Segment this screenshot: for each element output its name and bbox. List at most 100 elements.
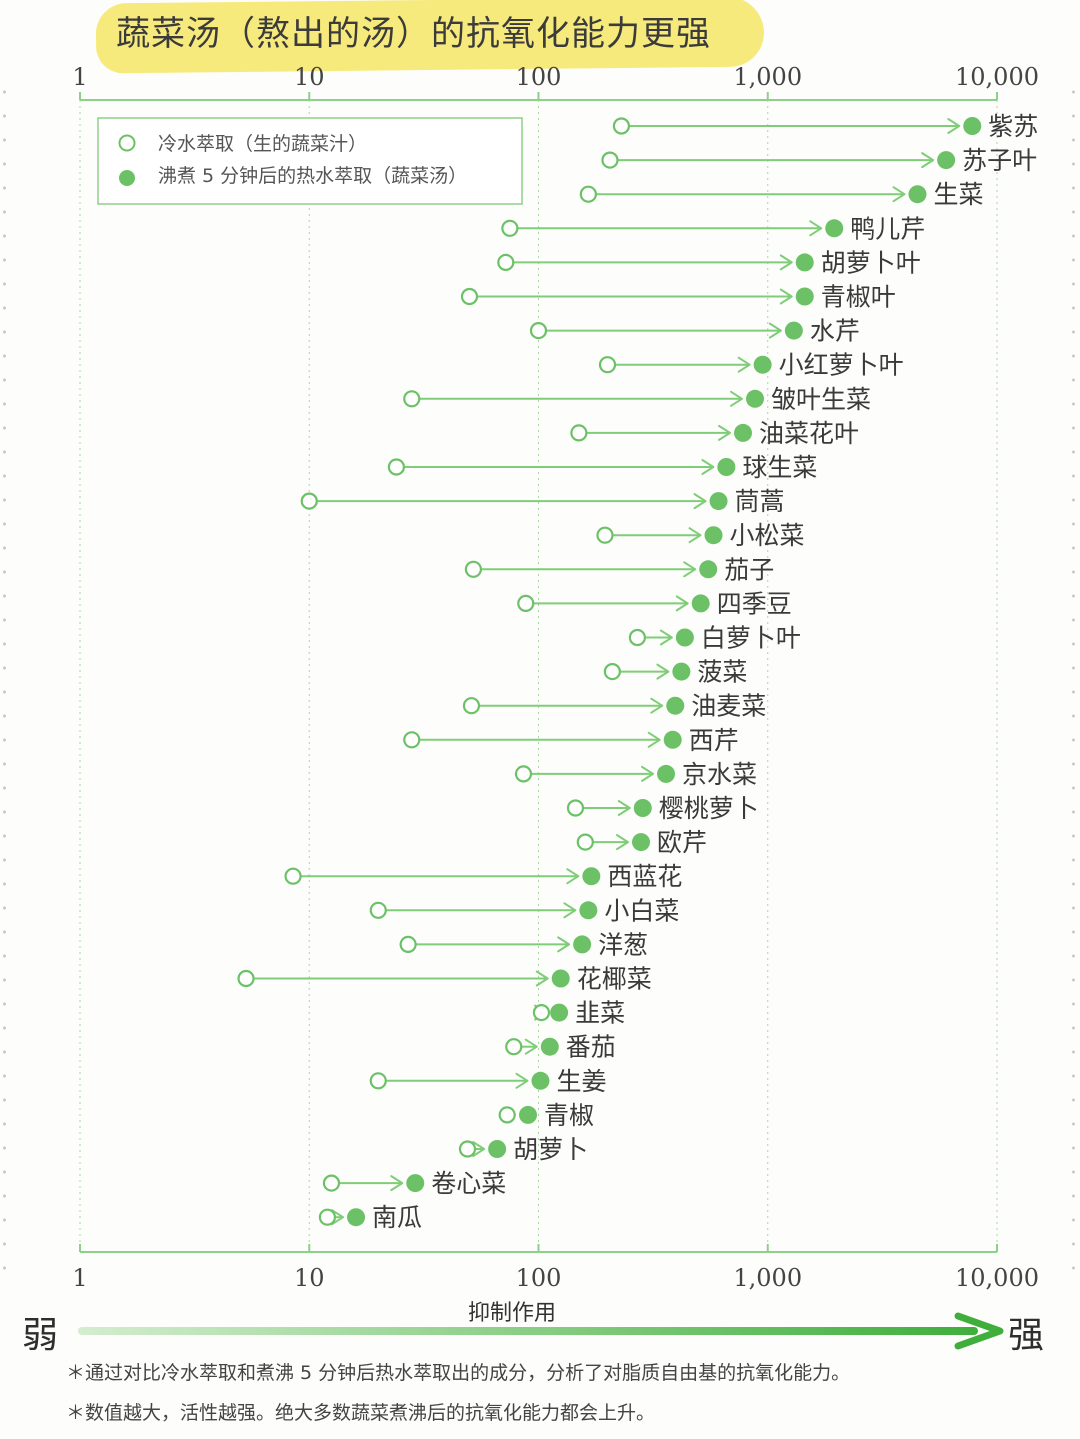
vegetable-label: 小红萝卜叶	[779, 351, 904, 380]
arrow-head	[737, 356, 751, 373]
page-title: 蔬菜汤（熬出的汤）的抗氧化能力更强	[116, 14, 711, 54]
row-西蓝花: 西蓝花	[284, 862, 682, 891]
row-皱叶生菜: 皱叶生菜	[403, 385, 871, 414]
row-紫苏: 紫苏	[612, 112, 1038, 141]
row-卷心菜: 卷心菜	[322, 1169, 506, 1198]
vegetable-label: 青椒	[544, 1101, 594, 1130]
row-小松菜: 小松菜	[596, 521, 805, 550]
footnote-1: ＊通过对比冷水萃取和煮沸 5 分钟后热水萃取出的成分，分析了对脂质自由基的抗氧化…	[66, 1362, 851, 1384]
hot-point	[406, 1174, 425, 1193]
row-小白菜: 小白菜	[369, 896, 679, 925]
arrow-head	[693, 493, 707, 510]
hot-point	[531, 1071, 550, 1090]
hot-point	[666, 696, 685, 715]
arrow-head	[617, 800, 631, 816]
row-京水菜: 京水菜	[514, 760, 757, 789]
cold-point	[460, 287, 479, 306]
vegetable-label: 樱桃萝卜	[659, 794, 759, 823]
arrow-head	[524, 1038, 538, 1055]
cold-point	[603, 662, 621, 681]
arrow-head	[779, 254, 793, 271]
vegetable-label: 皱叶生菜	[771, 385, 871, 414]
tick-label-bottom: 1,000	[733, 1264, 802, 1292]
hot-point	[753, 355, 772, 374]
cold-point	[458, 1140, 477, 1158]
hot-point	[540, 1037, 559, 1056]
cold-point	[501, 219, 519, 237]
vegetable-label: 水芹	[810, 317, 860, 346]
row-菠菜: 菠菜	[603, 658, 747, 687]
arrow-head	[650, 697, 664, 714]
row-青椒: 青椒	[498, 1101, 594, 1130]
vegetable-label: 西蓝花	[607, 862, 682, 891]
arrow-head	[472, 1141, 486, 1157]
arrow-head	[641, 765, 655, 782]
legend-label-cold: 冷水萃取（生的蔬菜汁）	[158, 133, 367, 155]
arrow-head	[557, 936, 571, 953]
cold-point	[598, 356, 617, 374]
vegetable-label: 生菜	[933, 180, 983, 209]
weak-label: 弱	[22, 1315, 59, 1356]
hot-point	[746, 389, 765, 408]
vegetable-label: 生姜	[556, 1067, 606, 1096]
vegetable-label: 西芹	[689, 726, 739, 755]
vegetable-label: 青椒叶	[821, 283, 896, 312]
tick-label-top: 10,000	[955, 63, 1039, 91]
arrow-head	[566, 868, 580, 885]
hot-point	[825, 219, 844, 238]
arrow-head	[768, 322, 782, 339]
cold-point	[517, 594, 535, 613]
tick-label-top: 10	[294, 63, 325, 91]
row-樱桃萝卜: 樱桃萝卜	[566, 794, 759, 823]
hot-point	[691, 594, 710, 613]
arrow-head	[683, 561, 697, 578]
hot-point	[347, 1208, 366, 1227]
x-axis-title: 抑制作用	[468, 1301, 557, 1326]
hot-point	[663, 730, 682, 749]
row-欧芹: 欧芹	[576, 828, 707, 857]
row-茼蒿: 茼蒿	[300, 487, 785, 516]
cold-point	[403, 731, 421, 749]
hot-point	[795, 287, 814, 306]
hot-point	[573, 935, 592, 954]
vegetable-label: 卷心菜	[431, 1169, 506, 1198]
row-南瓜: 南瓜	[318, 1203, 422, 1232]
vegetable-label: 韭菜	[575, 999, 625, 1028]
arrow-head	[647, 731, 661, 748]
hot-point	[795, 253, 814, 272]
vegetable-label: 油麦菜	[691, 692, 766, 721]
legend-open-circle-icon	[118, 134, 136, 152]
vegetable-label: 苏子叶	[962, 146, 1037, 175]
cold-point	[318, 1208, 337, 1226]
arrow-head	[921, 152, 935, 169]
arrow-head	[779, 288, 793, 305]
cold-point	[369, 901, 387, 919]
arrow-head	[718, 424, 732, 441]
tick-label-bottom: 100	[516, 1264, 562, 1292]
arrow-head	[563, 902, 577, 919]
cold-point	[462, 697, 481, 715]
cold-point	[322, 1174, 341, 1192]
arrow-head	[331, 1209, 345, 1226]
cold-point	[300, 492, 318, 510]
arrow-head	[515, 1072, 529, 1089]
row-生姜: 生姜	[369, 1067, 606, 1096]
vegetable-label: 油菜花叶	[759, 419, 859, 448]
cold-point	[284, 867, 302, 885]
arrow-head	[809, 220, 823, 237]
vegetable-label: 茄子	[724, 555, 774, 584]
vegetable-label: 胡萝卜叶	[821, 248, 921, 277]
row-青椒叶: 青椒叶	[460, 283, 896, 312]
hot-point	[717, 458, 736, 476]
vegetable-label: 花椰菜	[577, 965, 652, 994]
row-四季豆: 四季豆	[517, 589, 792, 618]
row-西芹: 西芹	[403, 726, 739, 755]
cold-point	[566, 799, 585, 817]
cold-point	[237, 969, 255, 988]
dotted-border-left	[3, 80, 6, 1280]
vegetable-label: 小白菜	[604, 896, 679, 925]
arrow-head	[390, 1175, 404, 1192]
row-小红萝卜叶: 小红萝卜叶	[598, 351, 904, 380]
arrow-head	[535, 970, 549, 987]
row-油麦菜: 油麦菜	[462, 692, 766, 721]
